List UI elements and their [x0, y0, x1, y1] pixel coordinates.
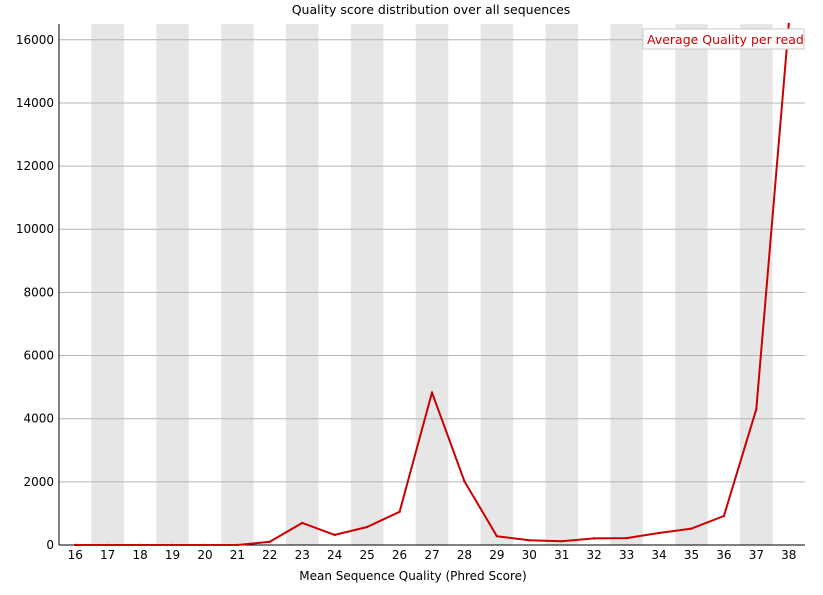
data-point [268, 540, 272, 544]
y-tick-label: 14000 [16, 96, 54, 110]
x-tick-label: 35 [684, 548, 699, 562]
stripe-21 [221, 24, 254, 545]
stripe-19 [156, 24, 189, 545]
y-tick-label: 8000 [23, 285, 54, 299]
data-point [398, 510, 401, 514]
data-point [625, 536, 628, 540]
x-tick-label: 31 [554, 548, 569, 562]
chart-title: Quality score distribution over all sequ… [292, 2, 571, 17]
data-point [333, 533, 336, 537]
x-tick-label: 34 [651, 548, 666, 562]
x-tick-label: 21 [230, 548, 245, 562]
y-tick-label: 10000 [16, 222, 54, 236]
data-point [203, 543, 207, 547]
stripe-27 [415, 24, 449, 545]
data-point [463, 480, 466, 483]
background-stripes [91, 24, 773, 545]
x-tick-labels: 16 17 18 19 20 21 22 23 24 25 26 27 28 29 30 31 32 33 34 35… [68, 548, 797, 562]
x-tick-label: 16 [68, 548, 83, 562]
x-tick-label: 28 [457, 548, 472, 562]
data-point [528, 539, 531, 542]
data-point [430, 391, 434, 394]
x-tick-label: 26 [392, 548, 407, 562]
data-point [365, 525, 369, 529]
legend: Average Quality per read [642, 28, 805, 50]
y-tick-label: 0 [46, 538, 54, 552]
data-point [171, 543, 174, 547]
series-lines [74, 22, 790, 547]
y-tick-label: 6000 [23, 349, 54, 363]
x-tick-label: 17 [100, 548, 115, 562]
x-tick-label: 20 [197, 548, 212, 562]
y-tick-labels: 0 2000 4000 6000 8000 10000 12000 14000 16000 [16, 33, 54, 552]
data-point [560, 540, 563, 543]
x-tick-label: 29 [489, 548, 504, 562]
y-tick-label: 12000 [16, 159, 54, 173]
stripe-25 [350, 24, 384, 545]
stripe-23 [286, 24, 319, 545]
data-point [657, 531, 661, 535]
data-point [755, 408, 758, 411]
data-point [138, 543, 142, 547]
legend-box [642, 28, 805, 50]
x-tick-label: 24 [327, 548, 342, 562]
x-tick-label: 27 [424, 548, 439, 562]
data-point [74, 543, 77, 547]
x-tick-label: 36 [716, 548, 731, 562]
x-tick-label: 30 [522, 548, 537, 562]
stripe-29 [480, 24, 514, 545]
x-tick-label: 23 [295, 548, 310, 562]
x-tick-label: 33 [619, 548, 634, 562]
stripe-31 [545, 24, 578, 545]
data-point [722, 514, 726, 518]
x-tick-label: 37 [749, 548, 764, 562]
x-axis-label: Mean Sequence Quality (Phred Score) [299, 569, 527, 583]
y-tick-label: 4000 [23, 412, 54, 426]
x-tick-label: 25 [359, 548, 374, 562]
data-point [592, 537, 596, 540]
data-point [236, 543, 239, 547]
x-tick-label: 38 [781, 548, 796, 562]
x-tick-label: 19 [165, 548, 180, 562]
x-tick-label: 32 [587, 548, 602, 562]
data-point [495, 534, 499, 538]
y-tick-label: 16000 [16, 33, 54, 47]
stripe-33 [610, 24, 643, 545]
gridlines [59, 39, 805, 483]
y-tick-label: 2000 [23, 475, 54, 489]
data-point [787, 22, 790, 26]
stripe-35 [675, 24, 708, 545]
x-tick-label: 22 [262, 548, 277, 562]
data-point [301, 521, 304, 525]
x-tick-label: 18 [132, 548, 147, 562]
stripe-17 [91, 24, 124, 545]
data-point [690, 527, 693, 530]
data-point [106, 543, 109, 547]
legend-entry-average-quality: Average Quality per read [647, 32, 804, 47]
